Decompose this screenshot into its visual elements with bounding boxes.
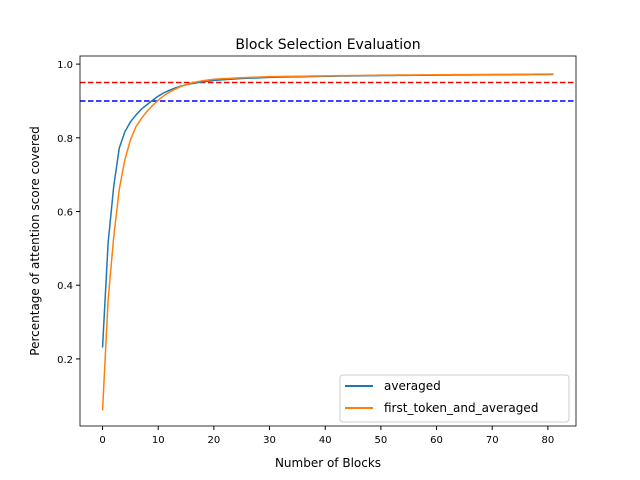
x-tick-label: 60	[430, 435, 443, 446]
x-tick-label: 30	[263, 435, 276, 446]
chart-title: Block Selection Evaluation	[235, 37, 420, 53]
legend-label-first-token: first_token_and_averaged	[384, 401, 538, 415]
legend: averaged first_token_and_averaged	[339, 374, 570, 423]
x-tick-label: 0	[99, 435, 105, 446]
x-tick-label: 80	[542, 435, 555, 446]
legend-box	[339, 374, 570, 423]
x-tick-label: 50	[375, 435, 388, 446]
x-tick-label: 10	[152, 435, 165, 446]
axes-frame	[79, 55, 577, 427]
x-axis-label: Number of Blocks	[275, 456, 381, 470]
x-tick-label: 40	[319, 435, 332, 446]
plot-area: 0 10 20 30 40 50 60 70 80 0.2 0.4 0.6 0.8 1.0	[57, 55, 577, 446]
y-tick-label: 0.2	[57, 355, 73, 366]
y-axis-label: Percentage of attention score covered	[28, 126, 42, 355]
series-line-0	[101, 73, 554, 348]
y-tick-label: 0.8	[57, 134, 73, 145]
x-tick-label: 70	[486, 435, 499, 446]
legend-label-averaged: averaged	[384, 379, 441, 393]
y-tick-label: 1.0	[57, 60, 73, 71]
series-line-1	[101, 73, 554, 411]
x-tick-label: 20	[208, 435, 221, 446]
y-tick-label: 0.6	[57, 208, 73, 219]
y-tick-label: 0.4	[57, 281, 73, 292]
